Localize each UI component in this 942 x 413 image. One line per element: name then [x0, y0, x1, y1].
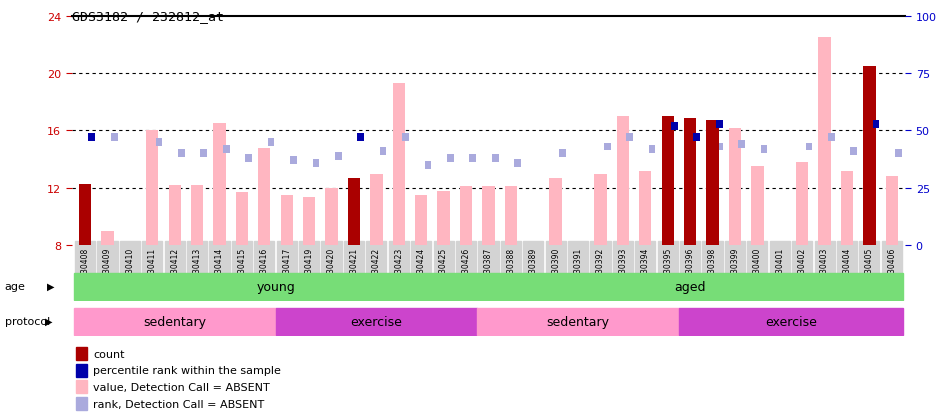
Bar: [268, 139, 274, 147]
Bar: [895, 150, 901, 158]
Bar: [649, 145, 656, 153]
Bar: [75, 347, 87, 360]
Bar: [514, 159, 521, 167]
Bar: [236, 193, 248, 246]
Text: GDS3182 / 232812_at: GDS3182 / 232812_at: [72, 10, 223, 23]
Bar: [245, 155, 252, 163]
Bar: [73, 309, 275, 335]
Bar: [79, 184, 91, 246]
Bar: [805, 143, 812, 151]
Bar: [275, 309, 478, 335]
Bar: [201, 150, 207, 158]
Text: age: age: [5, 281, 25, 291]
Bar: [796, 163, 808, 246]
Bar: [559, 150, 566, 158]
Bar: [348, 178, 360, 246]
Text: ▶: ▶: [45, 316, 53, 326]
Bar: [155, 139, 162, 147]
Bar: [415, 196, 428, 246]
Text: exercise: exercise: [350, 315, 402, 328]
Bar: [437, 191, 449, 246]
Bar: [639, 171, 652, 246]
Bar: [169, 185, 181, 246]
Bar: [357, 134, 364, 142]
Bar: [729, 128, 741, 246]
Text: value, Detection Call = ABSENT: value, Detection Call = ABSENT: [93, 382, 270, 392]
Text: young: young: [256, 280, 295, 293]
Bar: [671, 123, 678, 131]
Bar: [841, 171, 853, 246]
Text: count: count: [93, 349, 124, 359]
Bar: [478, 309, 679, 335]
Text: protocol: protocol: [5, 316, 50, 326]
Bar: [191, 185, 203, 246]
Text: sedentary: sedentary: [546, 315, 609, 328]
Bar: [706, 121, 719, 246]
Bar: [425, 161, 431, 169]
Bar: [223, 145, 230, 153]
Bar: [281, 196, 293, 246]
Bar: [89, 134, 95, 142]
Bar: [873, 120, 880, 128]
Bar: [617, 117, 629, 246]
Bar: [102, 231, 114, 246]
Bar: [594, 174, 607, 246]
Bar: [313, 159, 319, 167]
Bar: [370, 174, 382, 246]
Bar: [178, 150, 185, 158]
Bar: [505, 187, 517, 246]
Bar: [751, 167, 764, 246]
Text: sedentary: sedentary: [143, 315, 206, 328]
Bar: [213, 124, 226, 246]
Bar: [828, 134, 835, 142]
Bar: [684, 118, 696, 246]
Bar: [469, 155, 476, 163]
Bar: [716, 120, 723, 128]
Bar: [706, 163, 719, 246]
Text: rank, Detection Call = ABSENT: rank, Detection Call = ABSENT: [93, 399, 265, 408]
Bar: [482, 187, 495, 246]
Bar: [819, 38, 831, 246]
Bar: [478, 273, 903, 300]
Bar: [492, 155, 498, 163]
Bar: [303, 197, 316, 246]
Bar: [549, 178, 561, 246]
Bar: [693, 134, 700, 142]
Bar: [335, 152, 342, 160]
Bar: [380, 148, 386, 156]
Bar: [402, 134, 409, 142]
Bar: [604, 143, 610, 151]
Bar: [851, 148, 857, 156]
Bar: [325, 188, 338, 246]
Bar: [111, 134, 118, 142]
Bar: [863, 66, 875, 246]
Text: exercise: exercise: [765, 315, 817, 328]
Bar: [146, 131, 158, 246]
Bar: [679, 309, 903, 335]
Text: ▶: ▶: [47, 281, 55, 291]
Bar: [75, 380, 87, 394]
Bar: [661, 117, 674, 246]
Bar: [761, 145, 768, 153]
Bar: [75, 364, 87, 377]
Bar: [393, 84, 405, 246]
Bar: [885, 177, 898, 246]
Bar: [626, 134, 633, 142]
Bar: [75, 397, 87, 410]
Bar: [716, 143, 723, 151]
Bar: [290, 157, 297, 165]
Bar: [447, 155, 454, 163]
Text: percentile rank within the sample: percentile rank within the sample: [93, 366, 281, 375]
Text: aged: aged: [674, 280, 706, 293]
Bar: [258, 148, 270, 246]
Bar: [460, 187, 472, 246]
Bar: [73, 273, 478, 300]
Bar: [739, 141, 745, 149]
